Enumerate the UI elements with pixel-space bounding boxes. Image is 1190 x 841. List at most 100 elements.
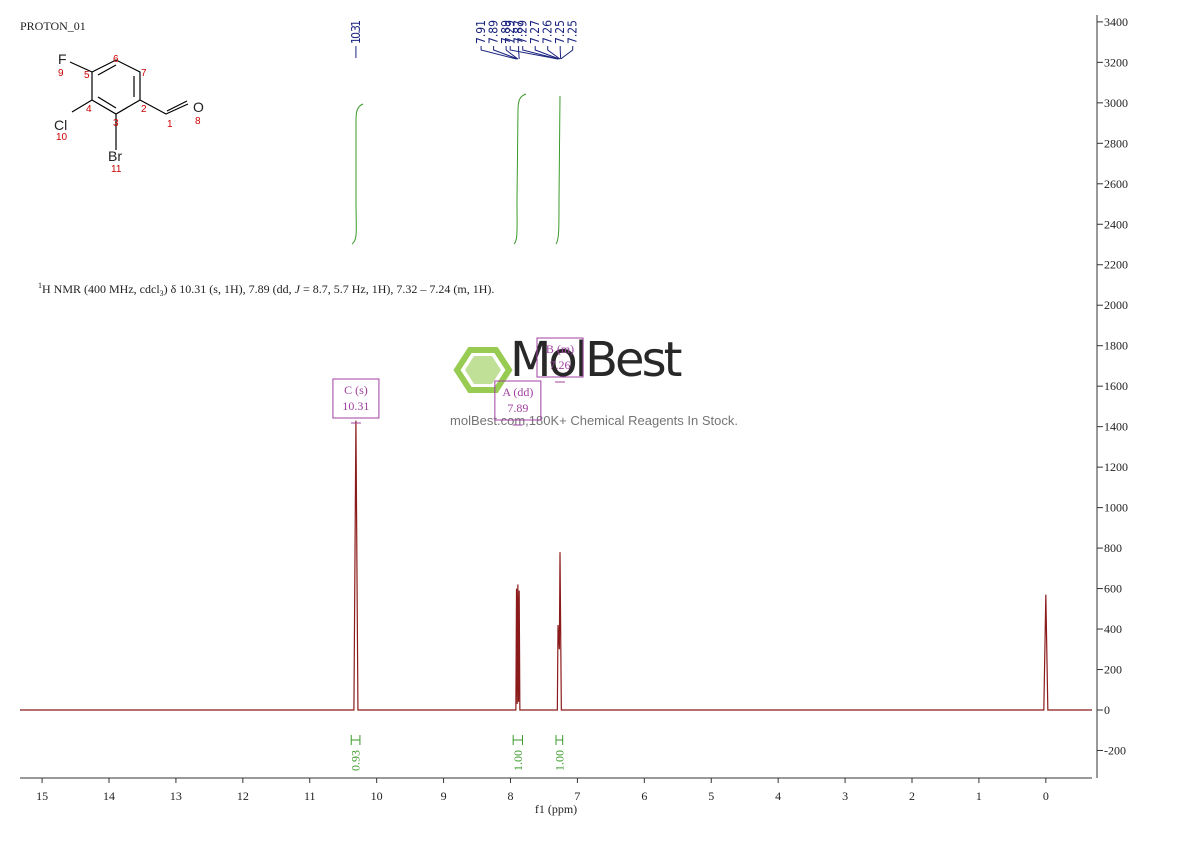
integral-curve [351, 103, 364, 245]
peak-label: 7.26 [541, 20, 555, 44]
peak-label: 10.31 [349, 20, 363, 44]
peak-connector [547, 46, 561, 60]
sub: 3 [160, 289, 164, 298]
atom: O [193, 99, 204, 115]
y-tick-label: 2800 [1104, 136, 1128, 150]
x-tick-label: 3 [842, 789, 848, 803]
molecule [69, 59, 189, 150]
peak-label: 7.89 [487, 20, 501, 44]
watermark-tagline: molBest.com,180K+ Chemical Reagents In S… [450, 413, 738, 428]
x-tick-label: 7 [574, 789, 580, 803]
integral-curve [513, 93, 527, 245]
multiplet-shift: 10.31 [342, 399, 369, 413]
y-tick-label: 600 [1104, 582, 1122, 596]
integral-value: 1.00 [511, 750, 525, 771]
x-tick-label: 5 [708, 789, 714, 803]
spectrum-line [20, 420, 1092, 711]
multiplet-box [494, 380, 542, 421]
y-tick-label: 200 [1104, 663, 1122, 677]
peak-label: 7.29 [516, 20, 530, 44]
integral-bracket [350, 735, 361, 745]
y-tick-label: 3400 [1104, 15, 1128, 29]
peak-label: 7.87 [512, 20, 526, 44]
integral-value: 1.00 [552, 750, 566, 771]
atom-index: 1 [167, 119, 173, 130]
atom-index: 8 [195, 116, 201, 127]
atom-index: 6 [113, 54, 119, 65]
multiplet-label: C (s) [344, 383, 368, 397]
integral-curves [351, 93, 561, 245]
peak-connector [509, 46, 559, 60]
atom-index: 2 [141, 104, 147, 115]
y-tick-label: 2600 [1104, 177, 1128, 191]
integral-value: 0.93 [349, 750, 363, 771]
y-tick-label: 400 [1104, 622, 1122, 636]
atom-index: 10 [56, 132, 68, 143]
x-tick-label: 10 [371, 789, 383, 803]
atom-index: 4 [86, 104, 92, 115]
y-tick-label: 2200 [1104, 258, 1128, 272]
x-tick-label: 12 [237, 789, 249, 803]
x-tick-label: 11 [304, 789, 316, 803]
peak-label: 7.25 [566, 20, 580, 44]
peak-connector [560, 46, 574, 60]
atom-index: 7 [141, 68, 147, 79]
peak-label: 7.29 [503, 20, 517, 44]
multiplet-shift: 7.89 [507, 401, 528, 415]
desc-part: ) δ 10.31 (s, 1H), 7.89 (dd, [164, 282, 295, 296]
integral-bracket [555, 735, 564, 745]
x-tick-label: 14 [103, 789, 115, 803]
x-tick-label: 1 [976, 789, 982, 803]
sup: 1 [38, 281, 42, 290]
nmr-description: 1H NMR (400 MHz, cdcl3) δ 10.31 (s, 1H),… [38, 281, 494, 298]
x-tick-label: 9 [441, 789, 447, 803]
y-tick-label: 2400 [1104, 217, 1128, 231]
y-tick-label: 2000 [1104, 298, 1128, 312]
multiplet-shift: 7.26 [550, 358, 571, 372]
multiplet-label: B (m) [546, 342, 574, 356]
y-tick-label: 3000 [1104, 96, 1128, 110]
y-tick-label: 3200 [1104, 55, 1128, 69]
watermark-brand: MolBest [510, 332, 682, 388]
logo-inner [465, 356, 501, 384]
y-tick-label: -200 [1104, 743, 1126, 757]
peak-label: 7.25 [553, 20, 567, 44]
watermark: MolBest molBest.com,180K+ Chemical Reage… [450, 332, 738, 428]
x-tick-label: 2 [909, 789, 915, 803]
atom: Cl [54, 117, 67, 133]
logo [453, 347, 513, 393]
atom-index: 9 [58, 68, 64, 79]
x-tick-label: 8 [507, 789, 513, 803]
atom-index: 5 [84, 70, 90, 81]
atom: Br [108, 148, 122, 164]
multiplet-box [536, 337, 584, 378]
bonds [69, 59, 189, 150]
atom-labels: F 9 5 6 7 Cl 10 4 3 2 1 O 8 Br 11 [54, 51, 204, 175]
y-tick-label: 800 [1104, 541, 1122, 555]
peak-connector [480, 46, 517, 60]
x-tick-label: 6 [641, 789, 647, 803]
y-tick-label: 1400 [1104, 420, 1128, 434]
desc-part: J [295, 282, 301, 296]
peak-connector [518, 46, 520, 60]
x-axis-label: f1 (ppm) [535, 802, 577, 816]
x-tick-label: 15 [36, 789, 48, 803]
peak-connector [493, 46, 519, 60]
desc-part: = 8.7, 5.7 Hz, 1H), 7.32 – 7.24 (m, 1H). [300, 282, 494, 296]
chart-title: PROTON_01 [20, 19, 86, 33]
x-tick-label: 0 [1043, 789, 1049, 803]
peak-connector [522, 46, 559, 60]
peak-label: 7.27 [528, 20, 542, 44]
atom-index: 3 [113, 118, 119, 129]
peak-connector [505, 46, 519, 60]
x-tick-label: 13 [170, 789, 182, 803]
atom-index: 11 [111, 164, 122, 175]
y-tick-label: 1800 [1104, 339, 1128, 353]
y-tick-label: 0 [1104, 703, 1110, 717]
atom: F [58, 51, 67, 67]
y-tick-label: 1600 [1104, 379, 1128, 393]
y-tick-label: 1200 [1104, 460, 1128, 474]
peak-label: 7.89 [499, 20, 513, 44]
integral-bracket [512, 735, 524, 745]
